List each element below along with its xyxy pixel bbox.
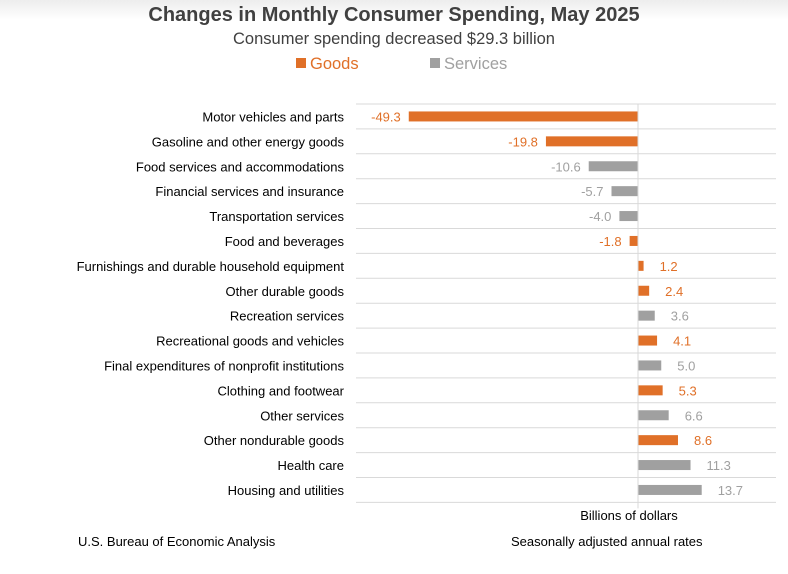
chart-title: Changes in Monthly Consumer Spending, Ma… (148, 4, 640, 26)
value-label: -1.8 (599, 234, 621, 249)
bar-7 (638, 285, 650, 296)
value-label: 5.3 (679, 383, 697, 398)
legend-item-goods: Goods (296, 55, 359, 74)
category-label: Other nondurable goods (204, 433, 345, 448)
rate-note: Seasonally adjusted annual rates (511, 534, 703, 549)
bar-0 (408, 111, 638, 122)
chart-subtitle: Consumer spending decreased $29.3 billio… (233, 30, 555, 48)
bars (408, 111, 702, 495)
value-label: 3.6 (671, 309, 689, 324)
value-label: 1.2 (660, 259, 678, 274)
category-label: Transportation services (209, 209, 344, 224)
x-axis-label: Billions of dollars (580, 508, 678, 523)
category-label: Financial services and insurance (155, 184, 344, 199)
category-label: Final expenditures of nonprofit institut… (104, 358, 344, 373)
category-label: Other durable goods (225, 284, 344, 299)
legend: Goods Services (0, 55, 788, 75)
value-label: -49.3 (371, 109, 401, 124)
legend-swatch-goods (296, 58, 306, 68)
bar-9 (638, 335, 658, 346)
category-label: Other services (260, 408, 344, 423)
category-label: Health care (278, 458, 344, 473)
bar-2 (588, 161, 638, 172)
value-label: -19.8 (508, 134, 538, 149)
bar-15 (638, 484, 702, 495)
legend-label-services: Services (444, 55, 508, 73)
category-label: Food and beverages (225, 234, 345, 249)
value-label: -5.7 (581, 184, 603, 199)
bar-12 (638, 410, 669, 421)
bar-1 (545, 136, 638, 147)
value-label: 13.7 (718, 483, 743, 498)
bar-11 (638, 385, 663, 396)
value-label: 4.1 (673, 334, 691, 349)
category-label: Furnishings and durable household equipm… (77, 259, 345, 274)
value-label: 8.6 (694, 433, 712, 448)
category-label: Housing and utilities (228, 483, 345, 498)
value-label: 11.3 (707, 458, 731, 473)
value-label: 5.0 (677, 358, 695, 373)
legend-item-services: Services (430, 55, 507, 74)
category-label: Gasoline and other energy goods (152, 134, 345, 149)
bar-10 (638, 360, 662, 371)
category-label: Clothing and footwear (218, 383, 345, 398)
bar-13 (638, 435, 678, 446)
value-labels: -49.3 -19.8 -10.6-5.7 -4.0 -1.8 1.2 2.4 3.6 4.1 5… (371, 109, 743, 498)
bar-3 (611, 186, 638, 197)
category-labels: Motor vehicles and parts Gasoline and oth… (77, 109, 345, 498)
value-label: -4.0 (589, 209, 611, 224)
bar-8 (638, 310, 655, 321)
source-note: U.S. Bureau of Economic Analysis (78, 534, 276, 549)
bar-14 (638, 460, 691, 471)
bar-6 (638, 260, 644, 271)
value-label: -10.6 (551, 159, 581, 174)
category-label: Recreation services (230, 309, 345, 324)
bar-4 (619, 211, 638, 222)
legend-swatch-services (430, 58, 440, 68)
category-label: Food services and accommodations (136, 159, 345, 174)
category-label: Motor vehicles and parts (202, 109, 344, 124)
gridlines (356, 103, 776, 503)
title-background (0, 0, 788, 20)
category-label: Recreational goods and vehicles (156, 334, 344, 349)
value-label: 2.4 (665, 284, 683, 299)
bar-5 (629, 235, 638, 246)
legend-label-goods: Goods (310, 55, 359, 73)
value-label: 6.6 (685, 408, 703, 423)
